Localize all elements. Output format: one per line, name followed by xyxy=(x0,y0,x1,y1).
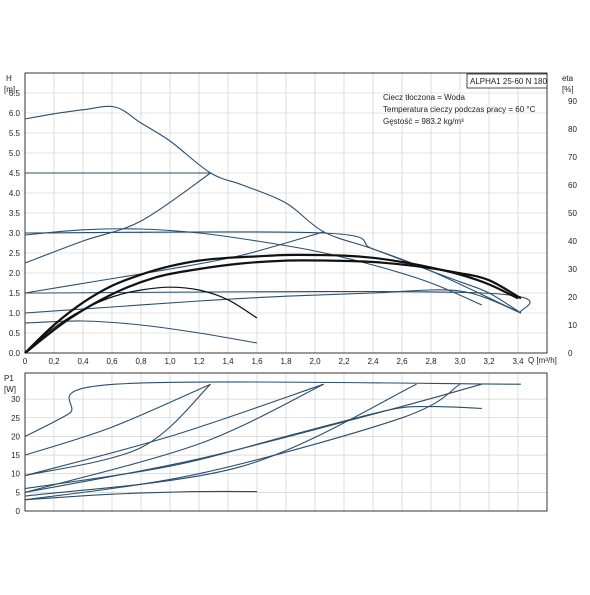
power-tick-label: 10 xyxy=(11,470,20,479)
efficiency-curve xyxy=(24,286,258,354)
power-tick-label: 15 xyxy=(11,451,20,460)
y2-tick-label: 10 xyxy=(568,321,577,330)
power-curve xyxy=(24,383,482,493)
y2-tick-label: 60 xyxy=(568,181,577,190)
y-tick-label: 5.5 xyxy=(9,129,21,138)
x-tick-label: 3,0 xyxy=(454,357,466,366)
power-chart-grid xyxy=(24,373,547,512)
y2-axis-unit: [%] xyxy=(562,85,574,94)
power-curve xyxy=(24,381,521,437)
power-chart-curves xyxy=(24,381,521,501)
x-tick-label: 0,6 xyxy=(106,357,118,366)
head-chart-ticks: 0 0,2 0,4 0,6 0,8 1,0 1,2 1,4 1,6 1,8 2,0 2,2 2,4 2,6… xyxy=(9,89,578,366)
power-curve xyxy=(24,383,211,477)
x-tick-label: 2,4 xyxy=(367,357,379,366)
head-curve xyxy=(24,105,522,314)
y2-tick-label: 90 xyxy=(568,97,577,106)
x-tick-label: 3,2 xyxy=(483,357,495,366)
head-chart-curves xyxy=(24,105,531,354)
head-curve xyxy=(24,289,522,314)
x-axis-label: Q [m³/h] xyxy=(528,356,557,365)
power-chart-ticks: 0 5 10 15 20 25 30 xyxy=(11,395,20,516)
y-tick-label: 1.0 xyxy=(9,309,21,318)
x-tick-label: 1,8 xyxy=(280,357,292,366)
y-tick-label: 4.0 xyxy=(9,189,21,198)
head-curve xyxy=(24,231,522,314)
head-chart-frame xyxy=(24,72,548,354)
head-chart: 0 0,2 0,4 0,6 0,8 1,0 1,2 1,4 1,6 1,8 2,0 2,2 2,4 2,6… xyxy=(4,72,578,366)
x-tick-label: 2,0 xyxy=(309,357,321,366)
y2-tick-label: 80 xyxy=(568,125,577,134)
power-curve xyxy=(24,406,482,490)
x-tick-label: 2,2 xyxy=(338,357,350,366)
y2-tick-label: 50 xyxy=(568,209,577,218)
power-tick-label: 20 xyxy=(11,432,20,441)
y-axis-unit: [m] xyxy=(4,85,15,94)
y-tick-label: 6.5 xyxy=(9,89,21,98)
y2-tick-label: 70 xyxy=(568,153,577,162)
power-axis-symbol: P1 xyxy=(4,374,14,383)
x-tick-label: 1,6 xyxy=(251,357,263,366)
power-tick-label: 5 xyxy=(16,488,21,497)
y-tick-label: 0.0 xyxy=(9,349,21,358)
x-tick-label: 1,0 xyxy=(164,357,176,366)
power-axis-unit: [W] xyxy=(4,385,16,394)
y-tick-label: 2.0 xyxy=(9,269,21,278)
info-density: Gęstość = 983.2 kg/m³ xyxy=(383,117,464,126)
power-tick-label: 30 xyxy=(11,395,20,404)
x-tick-label: 3,4 xyxy=(512,357,524,366)
y2-axis-symbol: eta xyxy=(562,74,574,83)
y-tick-label: 2.5 xyxy=(9,249,21,258)
y-tick-label: 3.0 xyxy=(9,229,21,238)
model-box xyxy=(466,73,548,89)
x-tick-label: 2,8 xyxy=(425,357,437,366)
power-chart-frame xyxy=(24,372,548,512)
y-tick-label: 5.0 xyxy=(9,149,21,158)
info-temperature: Temperatura cieczy podczas pracy = 60 °C xyxy=(383,105,536,114)
head-curve xyxy=(24,172,211,264)
head-curve xyxy=(24,228,483,306)
y-tick-label: 0.5 xyxy=(9,329,21,338)
y2-tick-label: 0 xyxy=(568,349,573,358)
x-tick-label: 0,8 xyxy=(135,357,147,366)
y-tick-label: 4.5 xyxy=(9,169,21,178)
y-tick-label: 3.5 xyxy=(9,209,21,218)
head-chart-grid xyxy=(24,73,547,354)
x-tick-label: 0,2 xyxy=(48,357,60,366)
y-tick-label: 6.0 xyxy=(9,109,21,118)
y2-tick-label: 40 xyxy=(568,237,577,246)
model-label: ALPHA1 25-60 N 180 xyxy=(470,77,547,86)
power-curve xyxy=(24,383,324,493)
power-tick-label: 0 xyxy=(16,507,21,516)
x-tick-label: 0,4 xyxy=(77,357,89,366)
power-curve xyxy=(24,383,417,497)
info-fluid: Ciecz tłoczona = Woda xyxy=(383,93,465,102)
y2-tick-label: 30 xyxy=(568,265,577,274)
power-chart: 0 5 10 15 20 25 30 P1 [W] xyxy=(4,372,548,516)
y2-tick-label: 20 xyxy=(568,293,577,302)
x-tick-label: 2,6 xyxy=(396,357,408,366)
y-tick-label: 1.5 xyxy=(9,289,21,298)
head-curve xyxy=(24,290,531,314)
x-tick-label: 1,4 xyxy=(222,357,234,366)
power-curve xyxy=(24,383,461,501)
x-tick-label: 0 xyxy=(23,357,28,366)
power-curve xyxy=(24,383,324,477)
power-curve xyxy=(24,383,211,456)
y-axis-symbol: H xyxy=(6,74,12,83)
power-curve xyxy=(24,490,258,501)
efficiency-curve xyxy=(24,259,522,354)
power-tick-label: 25 xyxy=(11,414,20,423)
x-tick-label: 1,2 xyxy=(193,357,205,366)
head-curve xyxy=(24,231,324,294)
